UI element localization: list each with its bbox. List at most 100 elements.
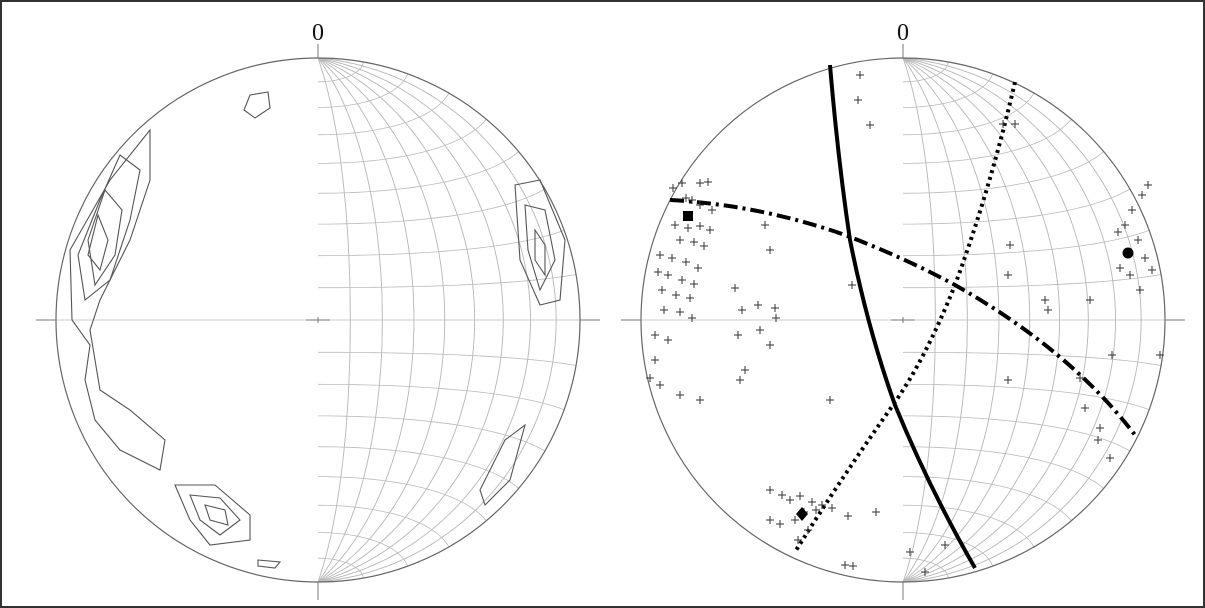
pole [688, 314, 696, 322]
pole [1141, 254, 1149, 262]
density-contour [243, 91, 271, 119]
pole [921, 568, 929, 576]
density-contour [69, 128, 166, 471]
pole [708, 206, 716, 214]
pole [741, 366, 749, 374]
pole [1134, 236, 1142, 244]
pole [826, 396, 834, 404]
pole [771, 304, 779, 312]
density-contour [514, 179, 566, 306]
pole [849, 562, 857, 570]
pole [696, 222, 704, 230]
pole [761, 221, 769, 229]
pole [791, 516, 799, 524]
pole [734, 331, 742, 339]
density-contour [257, 559, 282, 569]
pole [812, 506, 820, 514]
pole [651, 356, 659, 364]
pole [766, 516, 774, 524]
pole [766, 486, 774, 494]
north-label: 0 [312, 20, 324, 46]
diamond-marker [796, 507, 808, 521]
pole [660, 306, 668, 314]
pole [1121, 221, 1129, 229]
pole [690, 238, 698, 246]
pole [999, 120, 1007, 128]
pole [1128, 206, 1136, 214]
pole [664, 271, 672, 279]
stereonet-right [621, 44, 1185, 600]
square-marker [683, 211, 693, 221]
pole [866, 121, 874, 129]
pole [1138, 191, 1146, 199]
pole [688, 196, 696, 204]
pole [676, 308, 684, 316]
pole [696, 179, 704, 187]
pole [1114, 228, 1122, 236]
density-contour [534, 228, 546, 277]
pole [738, 306, 746, 314]
pole [668, 254, 676, 262]
pole [844, 512, 852, 520]
pole [1116, 264, 1124, 272]
pole [756, 326, 764, 334]
pole [694, 264, 702, 272]
pole [818, 501, 826, 509]
pole [1006, 241, 1014, 249]
pole [1004, 376, 1012, 384]
pole [690, 280, 698, 288]
density-contour [77, 154, 141, 302]
pole [646, 374, 654, 382]
pole [772, 314, 780, 322]
pole [906, 548, 914, 556]
density-contour [189, 494, 241, 536]
pole [778, 491, 786, 499]
density-contour [204, 504, 229, 526]
pole [848, 281, 856, 289]
pole [684, 224, 692, 232]
pole [1044, 306, 1052, 314]
pole [676, 391, 684, 399]
density-contour [524, 204, 556, 292]
pole [656, 381, 664, 389]
pole [1076, 374, 1084, 382]
pole [676, 236, 684, 244]
pole [941, 541, 949, 549]
pole [658, 286, 666, 294]
pole [1106, 454, 1114, 462]
pole [856, 71, 864, 79]
pole [828, 504, 836, 512]
pole [671, 221, 679, 229]
pole [754, 301, 762, 309]
great-circle-dotted [793, 81, 1017, 554]
pole [841, 561, 849, 569]
pole [678, 276, 686, 284]
pole [1136, 286, 1144, 294]
density-contour [87, 213, 109, 272]
pole [1096, 424, 1104, 432]
pole [854, 96, 862, 104]
pole [682, 258, 690, 266]
pole [1086, 296, 1094, 304]
pole [656, 251, 664, 259]
pole [1126, 271, 1134, 279]
density-contour [479, 423, 526, 507]
pole [794, 536, 802, 544]
pole [682, 194, 690, 202]
pole [672, 291, 680, 299]
pole [669, 184, 677, 192]
pole [696, 201, 704, 209]
pole [1148, 266, 1156, 274]
density-contour [174, 484, 251, 546]
pole [872, 508, 880, 516]
pole [654, 268, 662, 276]
pole [1156, 351, 1164, 359]
pole [686, 294, 694, 302]
pole [678, 179, 686, 187]
great-circle-solid [828, 64, 977, 569]
pole [776, 520, 784, 528]
pole [1094, 436, 1102, 444]
pole [736, 376, 744, 384]
